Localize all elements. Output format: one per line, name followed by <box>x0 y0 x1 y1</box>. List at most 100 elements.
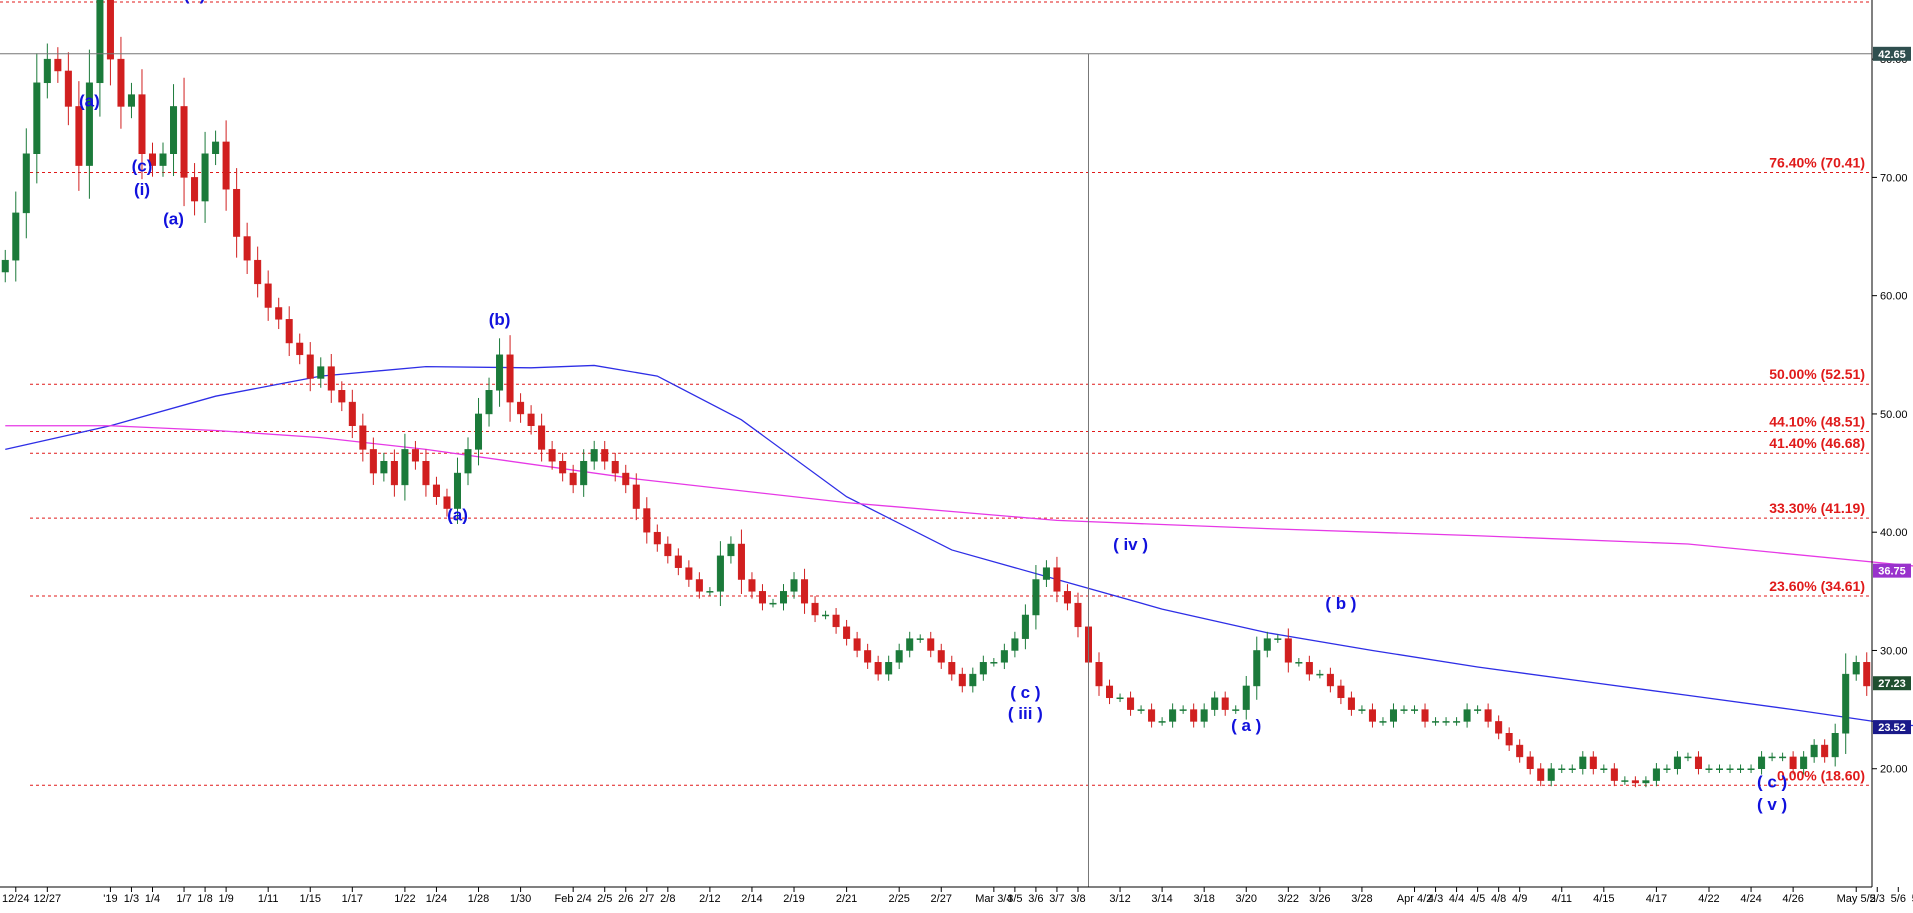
candle-body <box>1631 780 1639 784</box>
candle-body <box>822 614 830 617</box>
candle-body <box>1274 638 1282 640</box>
candle-body <box>1432 721 1440 723</box>
candle-body <box>411 449 419 462</box>
candle-body <box>559 460 567 474</box>
candle-body <box>43 58 51 84</box>
candle-body <box>1842 673 1850 734</box>
time-axis: 12/24 12/27 '19 1/3 1/4 1/7 1/8 1/9 1/11 1/15 1/17… <box>2 887 1913 905</box>
candle-body <box>1358 709 1366 711</box>
candle-body <box>1389 709 1397 722</box>
candle-body <box>1347 697 1355 710</box>
candle-body <box>432 484 440 497</box>
candle-body <box>85 82 93 166</box>
candle-body <box>1116 697 1124 700</box>
candle-body <box>979 662 987 675</box>
candle-body <box>1726 768 1734 770</box>
candle-body <box>1526 756 1534 769</box>
candle-body <box>12 212 20 261</box>
candle-body <box>1326 673 1334 687</box>
wave-label: (c) <box>132 156 153 175</box>
candle-body <box>1305 662 1313 675</box>
candle-body <box>706 591 714 593</box>
candle-body <box>864 650 872 663</box>
wave-label: ( b ) <box>1325 594 1356 613</box>
candle-body <box>1253 650 1261 687</box>
price-badge <box>1873 563 1911 578</box>
candle-body <box>1316 673 1324 676</box>
candle-body <box>874 662 882 675</box>
candle-body <box>1610 768 1618 781</box>
candle-body <box>1663 768 1671 770</box>
candle-body <box>1021 614 1029 639</box>
price-tick-label: 30.00 <box>1880 645 1908 657</box>
candle-body <box>1232 709 1240 711</box>
candle-body <box>737 543 745 580</box>
price-tick-label: 70.00 <box>1880 172 1908 184</box>
candle-body <box>1800 756 1808 769</box>
candle-body <box>1652 768 1660 781</box>
fib-label: 76.40% (70.41) <box>1769 155 1865 171</box>
time-tick-label: 3/22 <box>1278 893 1299 905</box>
wave-label: ( c ) <box>1757 773 1787 792</box>
price-badge <box>1873 720 1911 735</box>
candle-body <box>1505 733 1513 746</box>
time-tick-label: 1/11 <box>258 893 279 905</box>
candle-body <box>159 153 167 166</box>
candle-body <box>527 413 535 427</box>
time-tick-label: 4/24 <box>1740 893 1761 905</box>
time-tick-label: 2/6 <box>618 893 633 905</box>
candle-body <box>1127 697 1135 710</box>
candle-body <box>1621 780 1629 782</box>
time-tick-label: 1/30 <box>510 893 531 905</box>
candle-body <box>1053 567 1061 592</box>
candle-body <box>54 58 62 72</box>
candle-body <box>832 614 840 628</box>
price-badges: 42.65 36.75 27.23 23.52 <box>1873 46 1911 735</box>
candle-body <box>180 106 188 178</box>
price-badge <box>1873 676 1911 691</box>
time-tick-label: 2/27 <box>931 893 952 905</box>
wave-label: ( iii ) <box>1008 704 1043 723</box>
time-tick-label: 1/24 <box>426 893 447 905</box>
candle-body <box>1200 709 1208 722</box>
candle-body <box>1179 709 1187 711</box>
time-tick-label: '19 <box>103 893 117 905</box>
candle-body <box>1537 768 1545 781</box>
candle-body <box>664 543 672 557</box>
candle-body <box>990 662 998 664</box>
candle-body <box>1863 662 1871 687</box>
wave-label: ( v ) <box>1757 795 1787 814</box>
time-tick-label: 1/28 <box>468 893 489 905</box>
candle-body <box>390 460 398 486</box>
candle-body <box>622 472 630 486</box>
wave-label: (b) <box>184 0 206 4</box>
candle-body <box>1042 567 1050 580</box>
wave-labels: (b)(ii)(b)(a)(c)(i)(a)(b)(a)( c )( iii )… <box>79 0 1787 814</box>
candle-body <box>748 579 756 592</box>
candle-body <box>843 626 851 639</box>
candle-body <box>506 354 514 403</box>
time-tick-label: 2/25 <box>888 893 909 905</box>
time-tick-label: 3/18 <box>1193 893 1214 905</box>
candle-body <box>1242 685 1250 710</box>
candle-body <box>296 342 304 356</box>
candle-body <box>496 354 504 391</box>
time-tick-label: 5/6 <box>1891 893 1906 905</box>
candle-body <box>1421 709 1429 722</box>
candle-body <box>1221 697 1229 710</box>
candle-body <box>916 638 924 640</box>
candle-body <box>1484 709 1492 722</box>
candle-body <box>1568 768 1576 770</box>
candle-body <box>958 673 966 687</box>
price-tick-label: 40.00 <box>1880 527 1908 539</box>
candle-body <box>801 579 809 604</box>
time-tick-label: 4/4 <box>1449 893 1464 905</box>
candle-body <box>485 390 493 415</box>
candle-body <box>1516 744 1524 758</box>
time-tick-label: 2/7 <box>639 893 654 905</box>
time-tick-label: 2/14 <box>741 893 762 905</box>
candle-body <box>201 153 209 202</box>
candle-body <box>64 70 72 107</box>
